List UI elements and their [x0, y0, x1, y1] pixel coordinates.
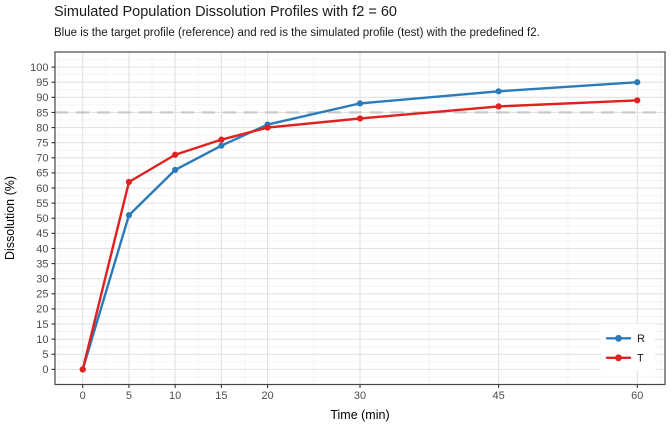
y-tick-label: 70	[36, 153, 48, 165]
data-point-R	[218, 142, 225, 149]
data-point-R	[634, 79, 641, 86]
data-point-R	[172, 166, 179, 173]
data-point-R	[495, 88, 502, 95]
y-tick-label: 60	[36, 183, 48, 195]
y-tick-label: 45	[36, 228, 48, 240]
series-line-T	[81, 99, 639, 371]
legend-label-R: R	[637, 333, 645, 345]
data-point-T	[356, 115, 364, 122]
data-point-T	[79, 366, 86, 373]
y-tick-label: 80	[36, 122, 48, 134]
x-tick-label: 15	[215, 390, 227, 402]
chart-plot-area: 0 5 10 15 20 30 45 60 0 5 10 15 20 25 30 35 40 45 50 55 60 65…	[30, 51, 666, 402]
y-tick-label: 95	[36, 77, 48, 89]
x-tick-label: 60	[631, 390, 643, 402]
legend-key-point-R	[615, 334, 622, 342]
series-T	[79, 97, 641, 373]
y-tick-label: 20	[36, 304, 48, 316]
y-tick-label: 35	[36, 258, 48, 270]
plot-title: Simulated Population Dissolution Profile…	[54, 4, 397, 20]
y-tick-label: 15	[36, 319, 48, 331]
y-tick-label: 55	[36, 198, 48, 210]
y-tick-label: 65	[36, 168, 48, 180]
plot-header: Simulated Population Dissolution Profile…	[54, 4, 540, 41]
y-tick-label: 0	[42, 364, 48, 376]
x-tick-label: 5	[126, 390, 132, 402]
data-point-T	[172, 151, 179, 158]
y-tick-label: 100	[30, 62, 48, 74]
y-axis-title: Dissolution (%)	[3, 176, 17, 260]
y-axis: 0 5 10 15 20 25 30 35 40 45 50 55 60 65 70 75 80 85 90 95 10…	[30, 62, 55, 376]
x-axis-title: Time (min)	[330, 408, 389, 422]
y-tick-label: 75	[36, 137, 48, 149]
x-tick-label: 30	[354, 390, 366, 402]
x-tick-label: 20	[261, 390, 273, 402]
data-point-T	[495, 103, 502, 110]
legend-background	[601, 324, 655, 370]
data-point-R	[125, 212, 133, 219]
data-point-T	[218, 136, 225, 143]
y-tick-label: 90	[36, 92, 48, 104]
data-point-T	[125, 178, 133, 186]
x-axis: 0 5 10 15 20 30 45 60	[80, 384, 643, 402]
y-tick-label: 85	[36, 107, 48, 119]
data-point-T	[634, 97, 641, 104]
y-tick-label: 50	[36, 213, 48, 225]
series-line-R	[81, 81, 639, 371]
x-tick-label: 10	[169, 390, 181, 402]
plot-subtitle: Blue is the target profile (reference) a…	[54, 27, 540, 40]
x-tick-label: 0	[80, 390, 86, 402]
y-tick-label: 30	[36, 274, 48, 286]
y-tick-label: 25	[36, 289, 48, 301]
data-point-R	[356, 100, 364, 107]
legend-key-point-T	[615, 354, 622, 362]
data-point-T	[264, 124, 271, 131]
y-tick-label: 40	[36, 243, 48, 255]
legend-label-T: T	[637, 353, 644, 365]
legend: RT	[601, 324, 655, 370]
y-tick-label: 5	[42, 349, 48, 361]
y-tick-label: 10	[36, 334, 48, 346]
x-tick-label: 45	[493, 390, 505, 402]
